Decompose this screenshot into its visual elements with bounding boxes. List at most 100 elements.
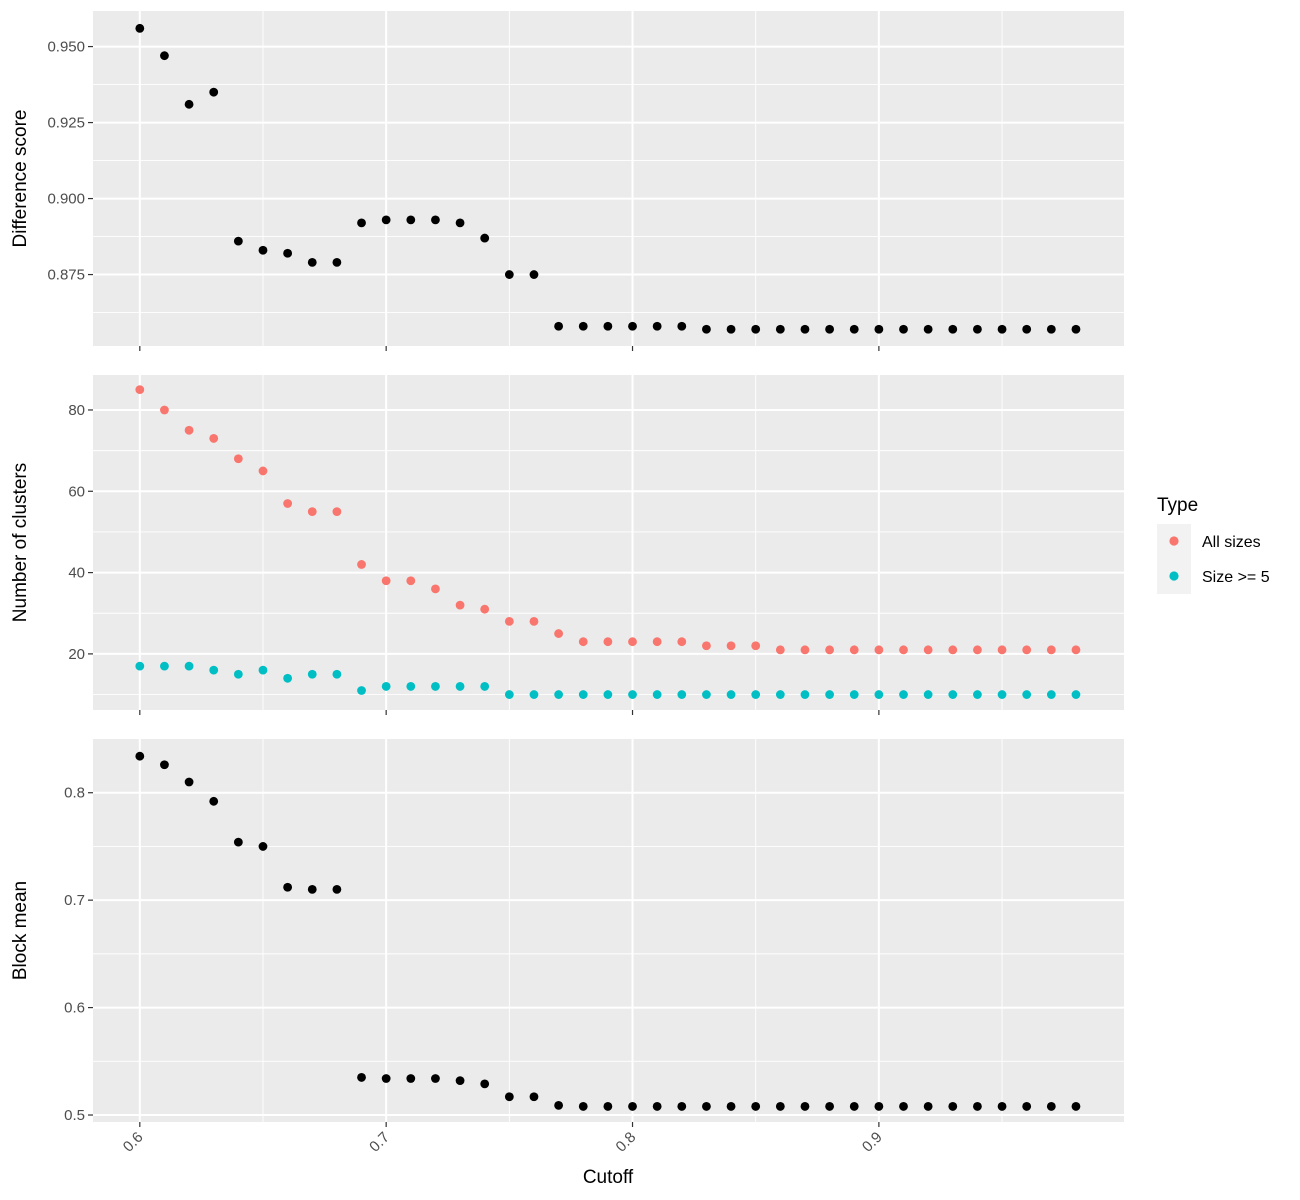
data-point bbox=[825, 690, 835, 699]
panels-layer: 0.875 0.900 0.925 0.950 Difference score 20 40… bbox=[10, 11, 1124, 1156]
data-point bbox=[184, 425, 194, 435]
data-point bbox=[702, 690, 711, 699]
y-tick-label: 0.950 bbox=[47, 39, 85, 56]
panel-background bbox=[93, 11, 1124, 346]
data-point bbox=[455, 682, 465, 691]
data-point bbox=[209, 665, 219, 675]
data-point bbox=[751, 690, 761, 699]
data-point bbox=[480, 1079, 490, 1089]
data-point bbox=[1071, 324, 1081, 334]
data-point bbox=[603, 1102, 613, 1111]
data-point bbox=[899, 645, 908, 655]
y-tick-label: 60 bbox=[68, 483, 85, 500]
data-point bbox=[332, 507, 342, 517]
y-axis-title: Difference score bbox=[10, 110, 31, 248]
data-point bbox=[332, 669, 342, 679]
data-point bbox=[209, 87, 219, 97]
data-point bbox=[800, 324, 810, 334]
data-point bbox=[628, 637, 637, 647]
y-tick-label: 0.6 bbox=[64, 1000, 85, 1017]
data-point bbox=[283, 499, 293, 508]
legend-key-all-sizes bbox=[1169, 536, 1179, 546]
data-point bbox=[973, 324, 982, 334]
data-point bbox=[307, 885, 317, 894]
y-tick-label: 0.875 bbox=[47, 267, 85, 284]
data-point bbox=[973, 690, 982, 699]
data-point bbox=[406, 682, 416, 691]
data-point bbox=[184, 661, 194, 671]
data-point bbox=[825, 324, 835, 334]
data-point bbox=[504, 616, 514, 626]
data-point bbox=[849, 324, 859, 334]
data-point bbox=[455, 600, 465, 610]
data-point bbox=[455, 1076, 465, 1086]
data-point bbox=[652, 321, 662, 331]
data-point bbox=[283, 882, 293, 892]
data-point bbox=[800, 1102, 810, 1111]
data-point bbox=[258, 245, 268, 255]
data-point bbox=[899, 690, 908, 699]
data-point bbox=[1071, 690, 1081, 699]
data-point bbox=[775, 324, 785, 334]
x-tick-label: 0.9 bbox=[859, 1129, 886, 1156]
data-point bbox=[702, 1102, 711, 1111]
data-point bbox=[751, 324, 761, 334]
data-point bbox=[357, 560, 366, 569]
data-point bbox=[258, 665, 268, 675]
data-point bbox=[184, 99, 194, 109]
legend-label-size-ge-5: Size >= 5 bbox=[1202, 569, 1270, 586]
data-point bbox=[923, 1102, 933, 1111]
data-point bbox=[578, 690, 588, 699]
data-point bbox=[480, 604, 490, 614]
data-point bbox=[775, 645, 785, 655]
data-point bbox=[628, 1102, 637, 1111]
data-point bbox=[874, 1102, 884, 1111]
data-point bbox=[381, 682, 391, 691]
legend: Type All sizes Size >= 5 bbox=[1157, 495, 1270, 594]
series-1 bbox=[135, 385, 1081, 655]
data-point bbox=[357, 686, 366, 695]
data-point bbox=[997, 690, 1007, 699]
data-point bbox=[1046, 690, 1056, 699]
data-point bbox=[233, 837, 243, 847]
legend-label-all-sizes: All sizes bbox=[1202, 534, 1261, 551]
data-point bbox=[874, 324, 884, 334]
data-point bbox=[1046, 324, 1056, 334]
data-point bbox=[652, 690, 662, 699]
data-point bbox=[504, 270, 514, 279]
data-point bbox=[431, 1074, 440, 1083]
data-point bbox=[529, 616, 539, 626]
data-point bbox=[504, 1092, 514, 1102]
data-point bbox=[997, 324, 1007, 334]
data-point bbox=[652, 1102, 662, 1111]
x-axis-title: Cutoff bbox=[583, 1167, 634, 1188]
data-point bbox=[529, 1092, 539, 1102]
data-point bbox=[504, 690, 514, 699]
data-point bbox=[160, 760, 169, 770]
y-tick-label: 20 bbox=[68, 646, 85, 663]
data-point bbox=[135, 385, 145, 395]
data-point bbox=[603, 690, 613, 699]
data-point bbox=[283, 673, 293, 683]
data-point bbox=[825, 645, 835, 655]
data-point bbox=[702, 324, 711, 334]
data-point bbox=[160, 661, 169, 671]
data-point bbox=[1046, 1102, 1056, 1111]
y-tick-label: 80 bbox=[68, 402, 85, 419]
data-point bbox=[381, 1074, 391, 1083]
data-point bbox=[209, 434, 219, 443]
data-point bbox=[923, 324, 933, 334]
data-point bbox=[480, 233, 490, 243]
data-point bbox=[578, 321, 588, 331]
data-point bbox=[307, 507, 317, 517]
panel-1: 0.875 0.900 0.925 0.950 Difference score bbox=[10, 11, 1124, 351]
data-point bbox=[357, 218, 366, 228]
data-point bbox=[775, 690, 785, 699]
data-point bbox=[849, 1102, 859, 1111]
x-tick-label: 0.8 bbox=[613, 1129, 640, 1156]
data-point bbox=[184, 777, 194, 787]
data-point bbox=[406, 1074, 416, 1083]
data-point bbox=[726, 690, 736, 699]
legend-key-background bbox=[1157, 524, 1191, 594]
data-point bbox=[283, 248, 293, 258]
